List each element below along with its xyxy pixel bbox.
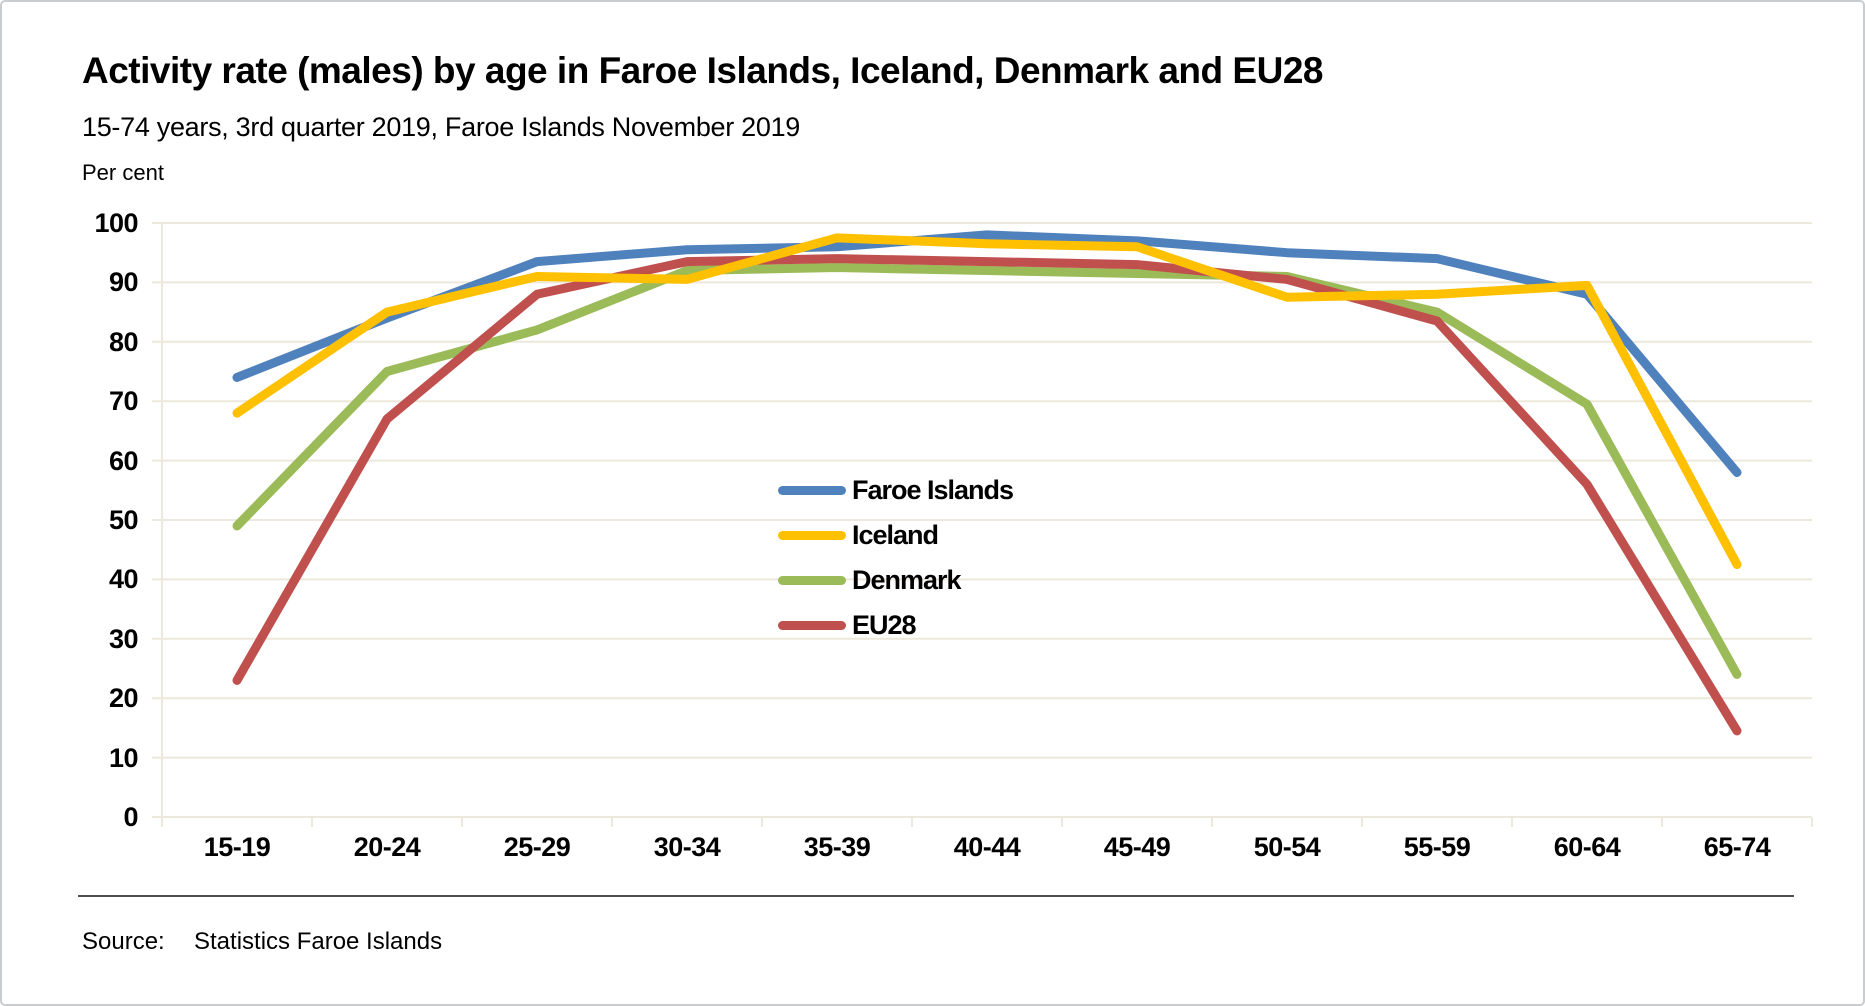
legend-item-iceland: Iceland xyxy=(778,513,1013,558)
footer-divider xyxy=(78,895,1794,897)
legend-swatch-faroe-islands xyxy=(778,486,846,495)
legend-item-denmark: Denmark xyxy=(778,558,1013,603)
y-axis-tick-label: 60 xyxy=(108,445,139,476)
series-line-denmark xyxy=(232,263,1742,679)
x-axis-tick-label: 35-39 xyxy=(803,832,871,862)
series-line-eu28 xyxy=(232,254,1742,736)
x-axis-tick-label: 20-24 xyxy=(353,832,421,862)
y-axis-tick-label: 0 xyxy=(123,802,138,832)
series-line-faroe-islands xyxy=(232,230,1742,477)
legend-swatch-iceland xyxy=(778,531,846,540)
source-line: Source: Statistics Faroe Islands xyxy=(82,928,442,957)
series-line-iceland xyxy=(232,233,1742,570)
x-axis-tick-label: 50-54 xyxy=(1253,832,1321,862)
y-axis-tick-label: 10 xyxy=(108,742,139,773)
legend-item-faroe-islands: Faroe Islands xyxy=(778,468,1014,513)
y-axis-tick-label: 80 xyxy=(108,326,139,357)
y-axis-tick-label: 50 xyxy=(108,505,139,535)
x-axis-tick-label: 55-59 xyxy=(1403,832,1471,862)
x-axis-tick-label: 30-34 xyxy=(653,832,721,862)
source-label: Source: xyxy=(82,928,165,955)
x-axis-tick-label: 45-49 xyxy=(1103,832,1171,862)
y-axis-unit-label: Per cent xyxy=(82,160,164,185)
y-axis-tick-label: 100 xyxy=(94,208,138,238)
x-axis-tick-label: 25-29 xyxy=(503,832,571,862)
y-axis-tick-label: 20 xyxy=(108,683,139,714)
x-axis-tick-labels: 15-19 20-24 25-29 30-34 35-39 40-44 45-4… xyxy=(162,832,1812,862)
legend-item-eu28: EU28 xyxy=(778,603,1013,648)
source-value: Statistics Faroe Islands xyxy=(194,928,443,955)
legend-label-faroe-islands: Faroe Islands xyxy=(852,475,1014,505)
x-axis-tick-label: 15-19 xyxy=(203,832,271,862)
chart-title: Activity rate (males) by age in Faroe Is… xyxy=(82,50,1323,91)
y-axis-tick-label: 70 xyxy=(108,386,139,417)
x-axis-tick-label: 60-64 xyxy=(1553,832,1621,862)
legend-swatch-eu28 xyxy=(778,621,846,630)
chart-subtitle: 15-74 years, 3rd quarter 2019, Faroe Isl… xyxy=(82,112,801,142)
y-axis-tick-label: 40 xyxy=(108,564,139,595)
legend: Faroe Islands Iceland Denmark EU28 xyxy=(778,468,1014,648)
legend-label-iceland: Iceland xyxy=(852,520,939,550)
x-axis-tick-label: 65-74 xyxy=(1703,832,1771,862)
legend-label-eu28: EU28 xyxy=(852,610,917,640)
legend-swatch-denmark xyxy=(778,576,846,585)
legend-label-denmark: Denmark xyxy=(852,565,962,595)
y-axis-tick-label: 90 xyxy=(108,267,139,298)
y-axis-tick-label: 30 xyxy=(108,623,139,654)
x-axis-tick-label: 40-44 xyxy=(953,832,1021,862)
